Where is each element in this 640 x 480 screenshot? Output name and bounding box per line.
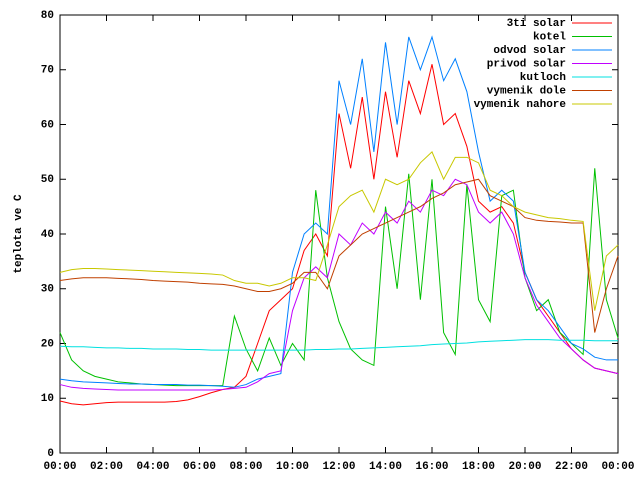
x-tick-label: 10:00 [276, 461, 309, 473]
y-tick-label: 20 [41, 338, 54, 350]
y-tick-label: 60 [41, 119, 54, 131]
legend-label: vymenik dole [487, 85, 567, 97]
legend-label: 3ti solar [507, 18, 566, 30]
x-tick-label: 02:00 [90, 461, 123, 473]
series-line [59, 178, 619, 391]
series-line [59, 151, 619, 311]
y-tick-label: 80 [41, 10, 54, 22]
x-tick-label: 12:00 [322, 461, 355, 473]
legend-label: vymenik nahore [474, 99, 567, 111]
legend-label: privod solar [487, 58, 566, 70]
series-line [59, 339, 618, 351]
y-tick-label: 10 [41, 393, 54, 405]
legend-label: kutloch [520, 72, 566, 84]
x-tick-label: 00:00 [601, 461, 634, 473]
y-tick-label: 50 [41, 174, 54, 186]
y-tick-label: 70 [41, 65, 54, 77]
series-line [59, 168, 619, 387]
x-tick-label: 06:00 [183, 461, 216, 473]
x-tick-label: 18:00 [462, 461, 495, 473]
series-line [59, 178, 619, 333]
x-tick-label: 20:00 [508, 461, 541, 473]
legend-label: kotel [533, 31, 566, 43]
y-tick-label: 0 [47, 448, 54, 460]
x-tick-label: 00:00 [43, 461, 76, 473]
y-tick-label: 40 [41, 229, 54, 241]
y-tick-label: 30 [41, 284, 54, 296]
x-tick-label: 16:00 [415, 461, 448, 473]
x-tick-label: 08:00 [229, 461, 262, 473]
legend-label: odvod solar [493, 45, 566, 57]
x-tick-label: 22:00 [555, 461, 588, 473]
y-axis-label: teplota ve C [13, 194, 25, 274]
x-tick-label: 04:00 [136, 461, 169, 473]
series-line [59, 35, 618, 388]
x-tick-label: 14:00 [369, 461, 402, 473]
